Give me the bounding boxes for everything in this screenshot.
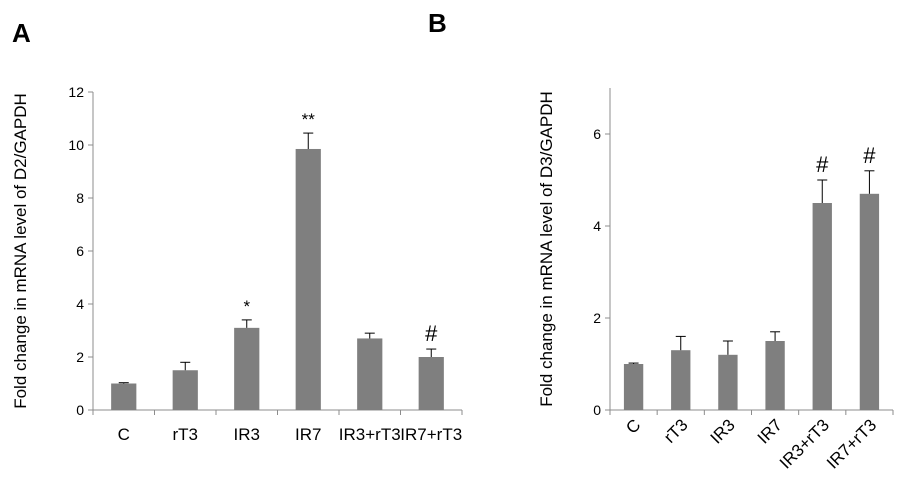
chart-a-annotation: *: [243, 297, 250, 316]
chart-b-x-tick-label: IR3: [707, 415, 739, 447]
chart-b-annotation: #: [863, 143, 876, 168]
chart-b-annotation: #: [816, 152, 829, 177]
chart-a-x-tick-label: IR3: [234, 425, 260, 444]
chart-b-x-tick-label: C: [622, 415, 644, 437]
chart-a-y-tick-label: 10: [68, 137, 84, 153]
chart-a-annotation: **: [302, 110, 316, 129]
chart-a-bar: [234, 327, 260, 410]
chart-a-y-tick-label: 0: [76, 402, 84, 418]
chart-a-bar: [357, 338, 383, 410]
chart-b-x-tick-label: IR3+rT3: [776, 415, 833, 472]
chart-a-y-axis-title: Fold change in mRNA level of D2/GAPDH: [11, 93, 30, 409]
panel-letter-a: A: [12, 18, 31, 48]
chart-a-y-tick-label: 6: [76, 243, 84, 259]
chart-b-x-tick-label: rT3: [660, 415, 691, 446]
chart-a-x-tick-label: C: [118, 425, 130, 444]
chart-a-y-tick-label: 2: [76, 349, 84, 365]
chart-b-x-tick-label: IR7+rT3: [823, 415, 880, 472]
chart-b-bar: [718, 354, 738, 410]
chart-b-y-axis-title: Fold change in mRNA level of D3/GAPDH: [537, 91, 556, 407]
chart-a-x-tick-label: rT3: [173, 425, 199, 444]
chart-a-x-tick-label: IR3+rT3: [339, 425, 401, 444]
chart-b-bar: [812, 203, 832, 410]
chart-a-annotation: #: [425, 321, 438, 346]
chart-b-y-tick-label: 4: [593, 218, 601, 234]
chart-a-bar: [295, 148, 321, 410]
chart-b-y-tick-label: 6: [593, 126, 601, 142]
chart-b-y-tick-label: 2: [593, 310, 601, 326]
chart-a-x-tick-label: IR7: [295, 425, 321, 444]
panel-letter-b: B: [428, 8, 447, 38]
chart-a-y-tick-label: 8: [76, 190, 84, 206]
chart-a-bar: [418, 357, 444, 410]
chart-b-bar: [765, 341, 785, 410]
chart-a-y-tick-label: 4: [76, 296, 84, 312]
chart-b-y-tick-label: 0: [593, 402, 601, 418]
chart-a-bar: [111, 383, 137, 410]
chart-a-bar: [172, 370, 198, 410]
chart-a-x-tick-label: IR7+rT3: [400, 425, 462, 444]
chart-a-y-tick-label: 12: [68, 84, 84, 100]
chart-b-bar: [671, 350, 691, 410]
chart-b-bar: [859, 193, 880, 410]
chart-b-bar: [623, 364, 644, 410]
chart-b-x-tick-label: IR7: [754, 415, 786, 447]
